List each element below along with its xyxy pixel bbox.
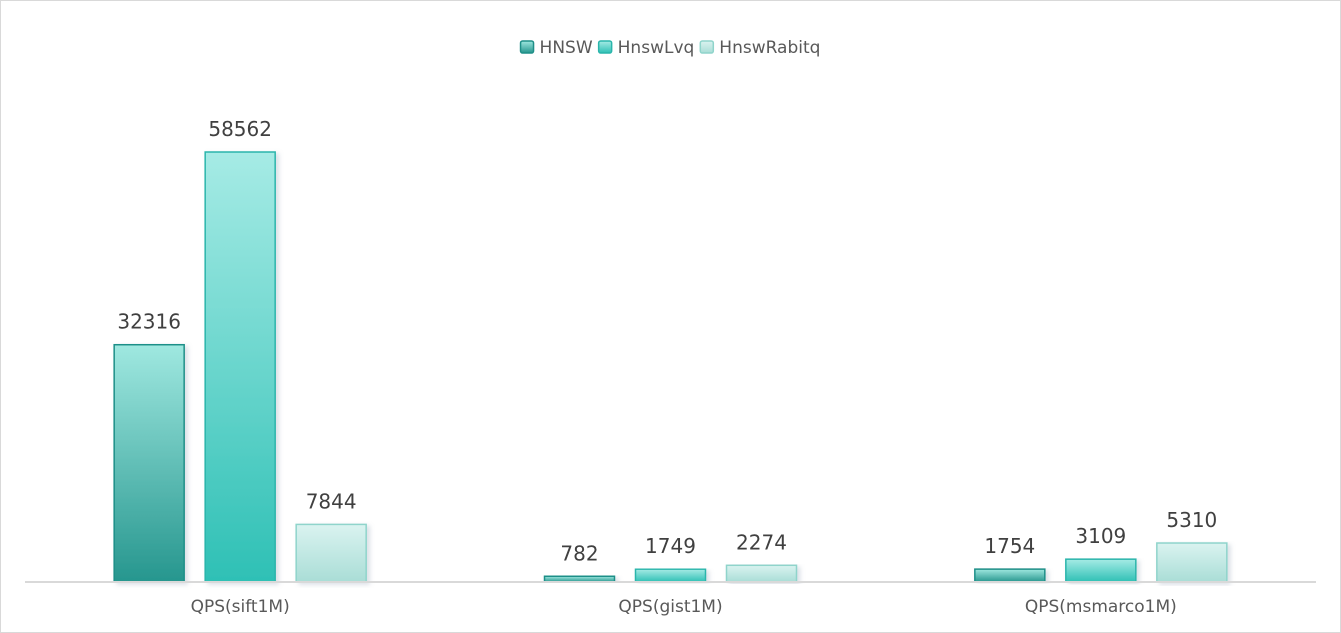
legend-swatch-hnswlvq — [597, 40, 613, 54]
legend-swatch-hnsw — [519, 40, 535, 54]
data-label-hnswrabitq-qps-sift1m: 7844 — [306, 489, 357, 513]
x-tick-labels: QPS(sift1M) QPS(gist1M) QPS(msmarco1M) — [191, 597, 1177, 617]
data-label-hnswrabitq-qps-msmarco1m: 5310 — [1166, 508, 1217, 532]
legend-item-hnswrabitq: HnswRabitq — [699, 38, 820, 58]
legend-item-hnsw: HNSW — [519, 38, 593, 58]
data-label-hnsw-qps-sift1m: 32316 — [117, 310, 181, 334]
bar-hnswrabitq-qps-gist1m — [725, 564, 798, 583]
bar-hnswlvq-qps-msmarco1m — [1065, 558, 1137, 583]
data-label-hnsw-qps-msmarco1m: 1754 — [984, 534, 1035, 558]
bar-hnsw-qps-sift1m — [113, 343, 185, 583]
bar-hnsw-qps-msmarco1m — [974, 568, 1046, 583]
legend-label-hnswrabitq: HnswRabitq — [719, 38, 820, 58]
legend-label-hnswlvq: HnswLvq — [618, 38, 695, 58]
legend: HNSW HnswLvq HnswRabitq — [519, 38, 820, 58]
x-tick-label-qps-sift1m: QPS(sift1M) — [191, 597, 290, 617]
bar-hnswrabitq-qps-sift1m — [295, 523, 367, 583]
x-tick-label-qps-gist1m: QPS(gist1M) — [618, 597, 722, 617]
legend-swatch-hnswrabitq — [699, 40, 715, 54]
legend-label-hnsw: HNSW — [540, 38, 593, 58]
x-tick-label-qps-msmarco1m: QPS(msmarco1M) — [1025, 597, 1177, 617]
bar-hnswlvq-qps-sift1m — [204, 151, 276, 583]
data-label-hnswlvq-qps-gist1m: 1749 — [645, 534, 696, 558]
data-label-hnswlvq-qps-msmarco1m: 3109 — [1075, 524, 1126, 548]
bar-hnswlvq-qps-gist1m — [634, 568, 707, 583]
legend-item-hnswlvq: HnswLvq — [597, 38, 695, 58]
data-label-hnsw-qps-gist1m: 782 — [560, 541, 598, 565]
bar-hnswrabitq-qps-msmarco1m — [1156, 542, 1228, 583]
data-label-hnswlvq-qps-sift1m: 58562 — [208, 117, 272, 141]
data-label-hnswrabitq-qps-gist1m: 2274 — [736, 530, 787, 554]
bars-group: 32316 58562 7844 782 1749 2274 1754 3109 5310 — [113, 117, 1228, 583]
